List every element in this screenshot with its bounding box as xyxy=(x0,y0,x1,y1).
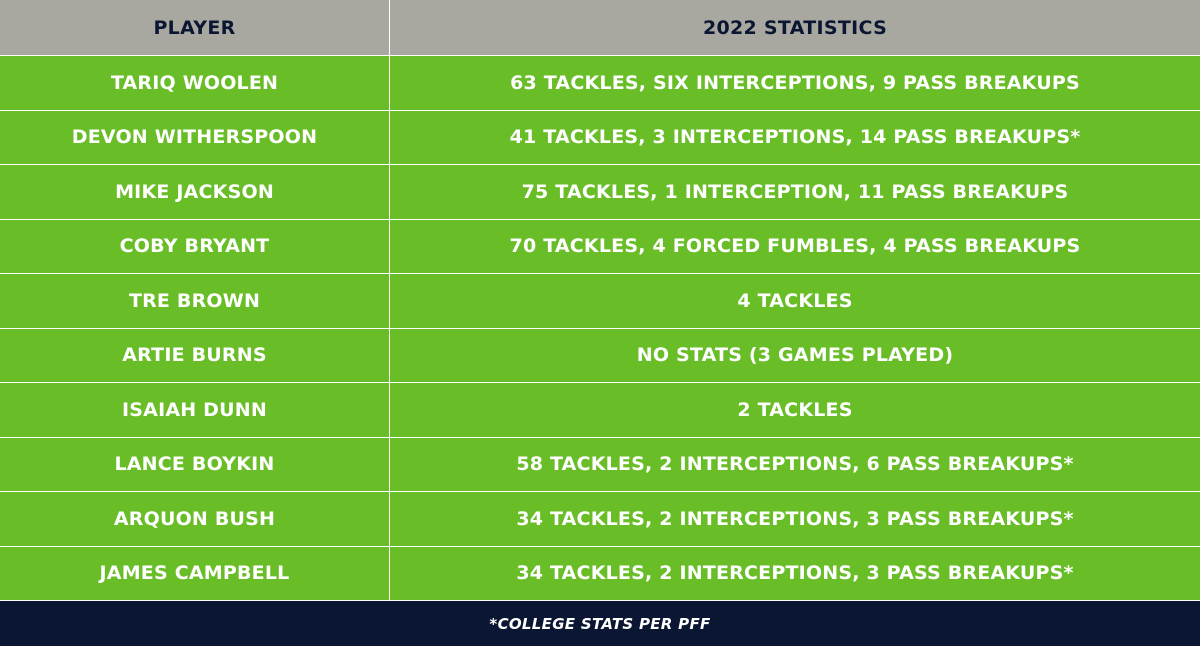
player-name-cell: DEVON WITHERSPOON xyxy=(0,110,390,164)
player-name-cell: TARIQ WOOLEN xyxy=(0,56,390,110)
table-row: JAMES CAMPBELL 34 TACKLES, 2 INTERCEPTIO… xyxy=(0,546,1200,601)
player-name-cell: LANCE BOYKIN xyxy=(0,437,390,491)
table-row: DEVON WITHERSPOON 41 TACKLES, 3 INTERCEP… xyxy=(0,110,1200,165)
header-stats: 2022 STATISTICS xyxy=(702,16,888,39)
player-name-cell: JAMES CAMPBELL xyxy=(0,546,390,600)
player-name-cell: MIKE JACKSON xyxy=(0,165,390,219)
table-row: ARQUON BUSH 34 TACKLES, 2 INTERCEPTIONS,… xyxy=(0,492,1200,547)
player-stats-cell: 63 TACKLES, SIX INTERCEPTIONS, 9 PASS BR… xyxy=(510,71,1080,94)
table-row: TARIQ WOOLEN 63 TACKLES, SIX INTERCEPTIO… xyxy=(0,56,1200,111)
player-stats-cell: 34 TACKLES, 2 INTERCEPTIONS, 3 PASS BREA… xyxy=(516,507,1074,530)
table-row: ARTIE BURNS NO STATS (3 GAMES PLAYED) xyxy=(0,328,1200,383)
table-row: COBY BRYANT 70 TACKLES, 4 FORCED FUMBLES… xyxy=(0,219,1200,274)
player-stats-cell: 34 TACKLES, 2 INTERCEPTIONS, 3 PASS BREA… xyxy=(516,562,1074,585)
player-name-cell: COBY BRYANT xyxy=(0,219,390,273)
table-row: MIKE JACKSON 75 TACKLES, 1 INTERCEPTION,… xyxy=(0,165,1200,220)
player-name-cell: ARQUON BUSH xyxy=(0,492,390,546)
table-row: ISAIAH DUNN 2 TACKLES xyxy=(0,383,1200,438)
table-header-row: PLAYER 2022 STATISTICS xyxy=(0,0,1200,56)
player-stats-cell: 70 TACKLES, 4 FORCED FUMBLES, 4 PASS BRE… xyxy=(509,235,1081,258)
player-stats-cell: NO STATS (3 GAMES PLAYED) xyxy=(636,344,954,367)
table-row: TRE BROWN 4 TACKLES xyxy=(0,274,1200,329)
table-row: LANCE BOYKIN 58 TACKLES, 2 INTERCEPTIONS… xyxy=(0,437,1200,492)
player-name-cell: TRE BROWN xyxy=(0,274,390,328)
player-stats-cell: 58 TACKLES, 2 INTERCEPTIONS, 6 PASS BREA… xyxy=(516,453,1074,476)
player-name-cell: ISAIAH DUNN xyxy=(0,383,390,437)
player-stats-cell: 4 TACKLES xyxy=(737,289,853,312)
player-stats-cell: 2 TACKLES xyxy=(737,398,853,421)
header-player: PLAYER xyxy=(0,0,390,55)
player-stats-cell: 41 TACKLES, 3 INTERCEPTIONS, 14 PASS BRE… xyxy=(509,126,1081,149)
player-stats-cell: 75 TACKLES, 1 INTERCEPTION, 11 PASS BREA… xyxy=(521,180,1069,203)
table-footnote: *COLLEGE STATS PER PFF xyxy=(0,601,1200,646)
player-name-cell: ARTIE BURNS xyxy=(0,328,390,382)
